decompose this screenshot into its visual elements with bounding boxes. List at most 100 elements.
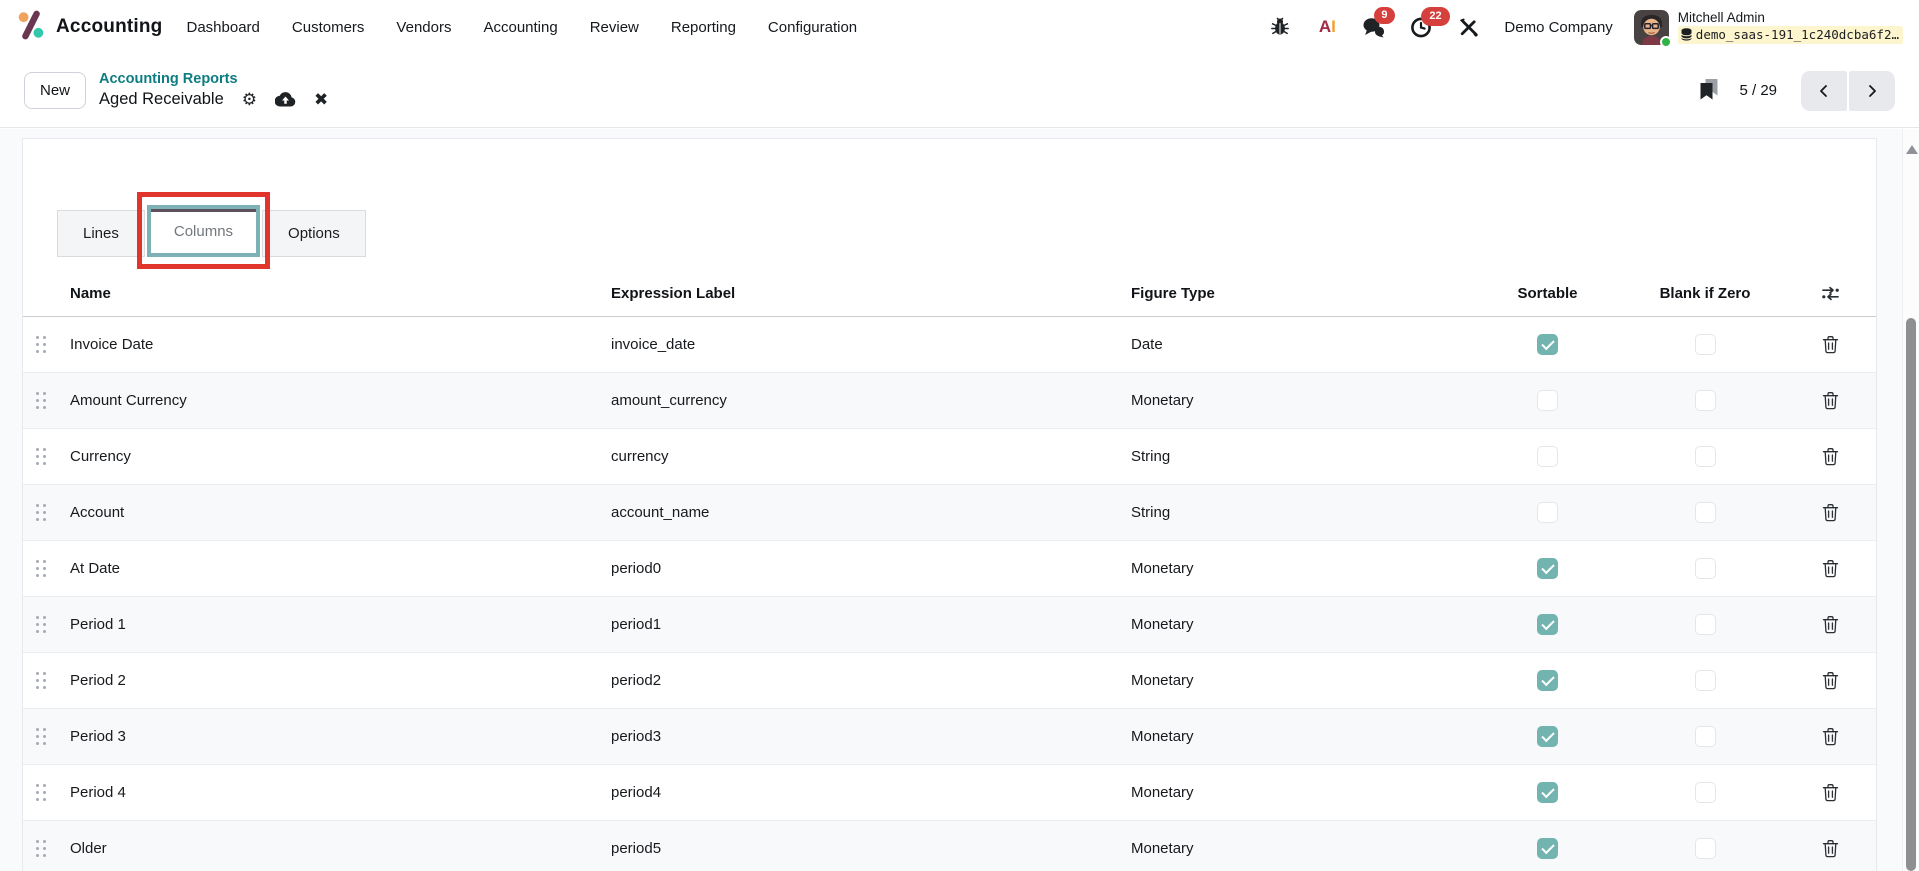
cell-expression-label[interactable]: period3: [611, 728, 662, 745]
cell-figure-type[interactable]: Monetary: [1131, 672, 1194, 689]
drag-handle-icon[interactable]: [35, 671, 48, 690]
blank-if-zero-checkbox[interactable]: [1694, 726, 1716, 747]
cell-name[interactable]: Period 1: [70, 616, 126, 633]
tools-icon[interactable]: [1455, 14, 1481, 40]
cell-expression-label[interactable]: amount_currency: [611, 392, 727, 409]
delete-row-button[interactable]: [1820, 669, 1841, 692]
blank-if-zero-checkbox[interactable]: [1694, 334, 1716, 355]
sortable-checkbox[interactable]: [1537, 838, 1558, 859]
drag-handle-icon[interactable]: [35, 335, 48, 354]
cell-figure-type[interactable]: Monetary: [1131, 392, 1194, 409]
delete-row-button[interactable]: [1820, 445, 1841, 468]
pager-previous-button[interactable]: [1801, 70, 1847, 111]
cell-name[interactable]: At Date: [70, 560, 121, 577]
delete-row-button[interactable]: [1820, 613, 1841, 636]
tab-options[interactable]: Options: [262, 210, 366, 257]
activities-clock-icon[interactable]: 22: [1408, 7, 1450, 40]
sortable-checkbox[interactable]: [1537, 446, 1558, 467]
sortable-checkbox[interactable]: [1537, 782, 1558, 803]
cell-expression-label[interactable]: period1: [611, 616, 662, 633]
cell-expression-label[interactable]: period0: [611, 560, 662, 577]
messages-icon[interactable]: 9: [1361, 7, 1395, 40]
cell-name[interactable]: Period 4: [70, 784, 126, 801]
user-menu[interactable]: Mitchell Admin demo_saas-191_1c240dcba6f…: [1633, 9, 1903, 48]
menu-item-dashboard[interactable]: Dashboard: [186, 18, 260, 36]
sortable-checkbox[interactable]: [1537, 334, 1558, 355]
menu-item-configuration[interactable]: Configuration: [767, 18, 858, 36]
cell-name[interactable]: Period 3: [70, 728, 126, 745]
sortable-checkbox[interactable]: [1537, 670, 1558, 691]
sortable-checkbox[interactable]: [1537, 614, 1558, 635]
ai-icon[interactable]: AI: [1318, 17, 1336, 36]
tab-columns[interactable]: Columns: [146, 205, 261, 257]
sortable-checkbox[interactable]: [1537, 558, 1558, 579]
cell-figure-type[interactable]: Monetary: [1131, 784, 1194, 801]
bookmark-icon[interactable]: [1699, 78, 1721, 102]
menu-item-reporting[interactable]: Reporting: [670, 18, 736, 36]
delete-row-button[interactable]: [1820, 557, 1841, 580]
menu-item-accounting[interactable]: Accounting: [483, 18, 558, 36]
company-switcher[interactable]: Demo Company: [1504, 18, 1613, 36]
blank-if-zero-checkbox[interactable]: [1694, 782, 1716, 803]
gear-icon[interactable]: ⚙: [241, 89, 258, 109]
cell-figure-type[interactable]: Monetary: [1131, 840, 1194, 857]
debug-bug-icon[interactable]: [1267, 14, 1293, 40]
cell-figure-type[interactable]: Monetary: [1131, 560, 1194, 577]
drag-handle-icon[interactable]: [35, 559, 48, 578]
blank-if-zero-checkbox[interactable]: [1694, 390, 1716, 411]
sortable-checkbox[interactable]: [1537, 502, 1558, 523]
sortable-checkbox[interactable]: [1537, 726, 1558, 747]
new-button[interactable]: New: [24, 72, 87, 109]
tab-lines[interactable]: Lines: [57, 210, 145, 257]
blank-if-zero-checkbox[interactable]: [1694, 838, 1716, 859]
blank-if-zero-checkbox[interactable]: [1694, 670, 1716, 691]
scroll-up-arrow[interactable]: [1906, 145, 1918, 154]
optional-columns-icon[interactable]: [1819, 284, 1842, 303]
app-switcher[interactable]: Accounting: [16, 10, 163, 45]
cell-name[interactable]: Period 2: [70, 672, 126, 689]
pager-value[interactable]: 5 / 29: [1739, 82, 1777, 99]
delete-row-button[interactable]: [1820, 725, 1841, 748]
cell-name[interactable]: Amount Currency: [70, 392, 187, 409]
delete-row-button[interactable]: [1820, 501, 1841, 524]
blank-if-zero-checkbox[interactable]: [1694, 502, 1716, 523]
cell-name[interactable]: Invoice Date: [70, 336, 154, 353]
delete-row-button[interactable]: [1820, 389, 1841, 412]
menu-item-customers[interactable]: Customers: [291, 18, 365, 36]
cell-figure-type[interactable]: String: [1131, 504, 1171, 521]
discard-close-icon[interactable]: ✖: [314, 89, 329, 109]
cell-figure-type[interactable]: Monetary: [1131, 616, 1194, 633]
breadcrumb-parent-link[interactable]: Accounting Reports: [99, 71, 238, 88]
drag-handle-icon[interactable]: [35, 447, 48, 466]
sortable-checkbox[interactable]: [1537, 390, 1558, 411]
cell-name[interactable]: Account: [70, 504, 125, 521]
cell-expression-label[interactable]: period4: [611, 784, 662, 801]
drag-handle-icon[interactable]: [35, 503, 48, 522]
blank-if-zero-checkbox[interactable]: [1694, 614, 1716, 635]
pager-next-button[interactable]: [1849, 70, 1895, 111]
cloud-save-icon[interactable]: [275, 92, 296, 107]
drag-handle-icon[interactable]: [35, 391, 48, 410]
cell-figure-type[interactable]: Date: [1131, 336, 1163, 353]
drag-handle-icon[interactable]: [35, 839, 48, 858]
menu-item-review[interactable]: Review: [589, 18, 639, 36]
cell-name[interactable]: Currency: [70, 448, 131, 465]
cell-figure-type[interactable]: String: [1131, 448, 1171, 465]
scrollbar-thumb[interactable]: [1906, 318, 1916, 871]
delete-row-button[interactable]: [1820, 837, 1841, 860]
drag-handle-icon[interactable]: [35, 727, 48, 746]
cell-expression-label[interactable]: account_name: [611, 504, 710, 521]
cell-expression-label[interactable]: invoice_date: [611, 336, 696, 353]
drag-handle-icon[interactable]: [35, 783, 48, 802]
drag-handle-icon[interactable]: [35, 615, 48, 634]
blank-if-zero-checkbox[interactable]: [1694, 446, 1716, 467]
menu-item-vendors[interactable]: Vendors: [396, 18, 452, 36]
delete-row-button[interactable]: [1820, 333, 1841, 356]
cell-expression-label[interactable]: currency: [611, 448, 669, 465]
delete-row-button[interactable]: [1820, 781, 1841, 804]
blank-if-zero-checkbox[interactable]: [1694, 558, 1716, 579]
cell-expression-label[interactable]: period2: [611, 672, 662, 689]
cell-name[interactable]: Older: [70, 840, 107, 857]
cell-figure-type[interactable]: Monetary: [1131, 728, 1194, 745]
cell-expression-label[interactable]: period5: [611, 840, 662, 857]
